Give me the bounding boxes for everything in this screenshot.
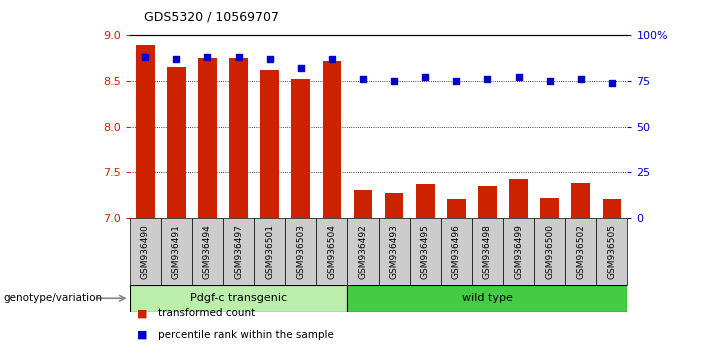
Bar [229,58,248,218]
Point [606,80,618,86]
FancyBboxPatch shape [223,218,254,285]
Text: GDS5320 / 10569707: GDS5320 / 10569707 [144,11,279,24]
Bar [198,58,217,218]
FancyBboxPatch shape [316,218,348,285]
Point [575,76,586,82]
Point [326,56,337,62]
Bar [292,79,310,218]
Point [482,76,493,82]
Point [295,65,306,71]
Point [358,76,369,82]
FancyBboxPatch shape [348,218,379,285]
Bar [571,183,590,218]
Text: GSM936500: GSM936500 [545,224,554,279]
Bar [509,179,528,218]
Point [388,78,400,84]
Text: GSM936496: GSM936496 [452,224,461,279]
Text: Pdgf-c transgenic: Pdgf-c transgenic [190,293,287,303]
Bar [385,193,404,218]
Point [139,55,151,60]
Text: GSM936498: GSM936498 [483,224,492,279]
Text: GSM936492: GSM936492 [358,224,367,279]
Text: percentile rank within the sample: percentile rank within the sample [158,330,334,339]
Text: ■: ■ [137,308,147,318]
Bar [260,70,279,218]
FancyBboxPatch shape [379,218,409,285]
Text: transformed count: transformed count [158,308,255,318]
Point [202,55,213,60]
Point [264,56,275,62]
Bar [540,198,559,218]
Text: GSM936494: GSM936494 [203,224,212,279]
FancyBboxPatch shape [441,218,472,285]
FancyBboxPatch shape [130,285,348,312]
FancyBboxPatch shape [130,218,161,285]
Text: GSM936491: GSM936491 [172,224,181,279]
Bar [416,184,435,218]
FancyBboxPatch shape [503,218,534,285]
Text: GSM936497: GSM936497 [234,224,243,279]
FancyBboxPatch shape [161,218,192,285]
Bar [322,61,341,218]
Text: genotype/variation: genotype/variation [4,293,102,303]
Point [233,55,244,60]
FancyBboxPatch shape [597,218,627,285]
Point [544,78,555,84]
Bar [353,190,372,218]
Point [171,56,182,62]
Bar [136,45,154,218]
Bar [478,186,497,218]
Text: GSM936501: GSM936501 [265,224,274,279]
Text: GSM936490: GSM936490 [141,224,150,279]
FancyBboxPatch shape [472,218,503,285]
Bar [603,200,621,218]
Text: GSM936502: GSM936502 [576,224,585,279]
FancyBboxPatch shape [409,218,441,285]
FancyBboxPatch shape [348,285,627,312]
Text: GSM936495: GSM936495 [421,224,430,279]
Text: wild type: wild type [462,293,513,303]
FancyBboxPatch shape [254,218,285,285]
Text: GSM936503: GSM936503 [297,224,305,279]
Text: ■: ■ [137,330,147,339]
FancyBboxPatch shape [285,218,316,285]
Point [513,74,524,80]
Text: GSM936499: GSM936499 [514,224,523,279]
Text: GSM936504: GSM936504 [327,224,336,279]
FancyBboxPatch shape [192,218,223,285]
FancyBboxPatch shape [565,218,597,285]
Point [451,78,462,84]
Text: GSM936505: GSM936505 [607,224,616,279]
Bar [167,67,186,218]
Bar [447,199,465,218]
Text: GSM936493: GSM936493 [390,224,399,279]
Point [420,74,431,80]
FancyBboxPatch shape [534,218,565,285]
